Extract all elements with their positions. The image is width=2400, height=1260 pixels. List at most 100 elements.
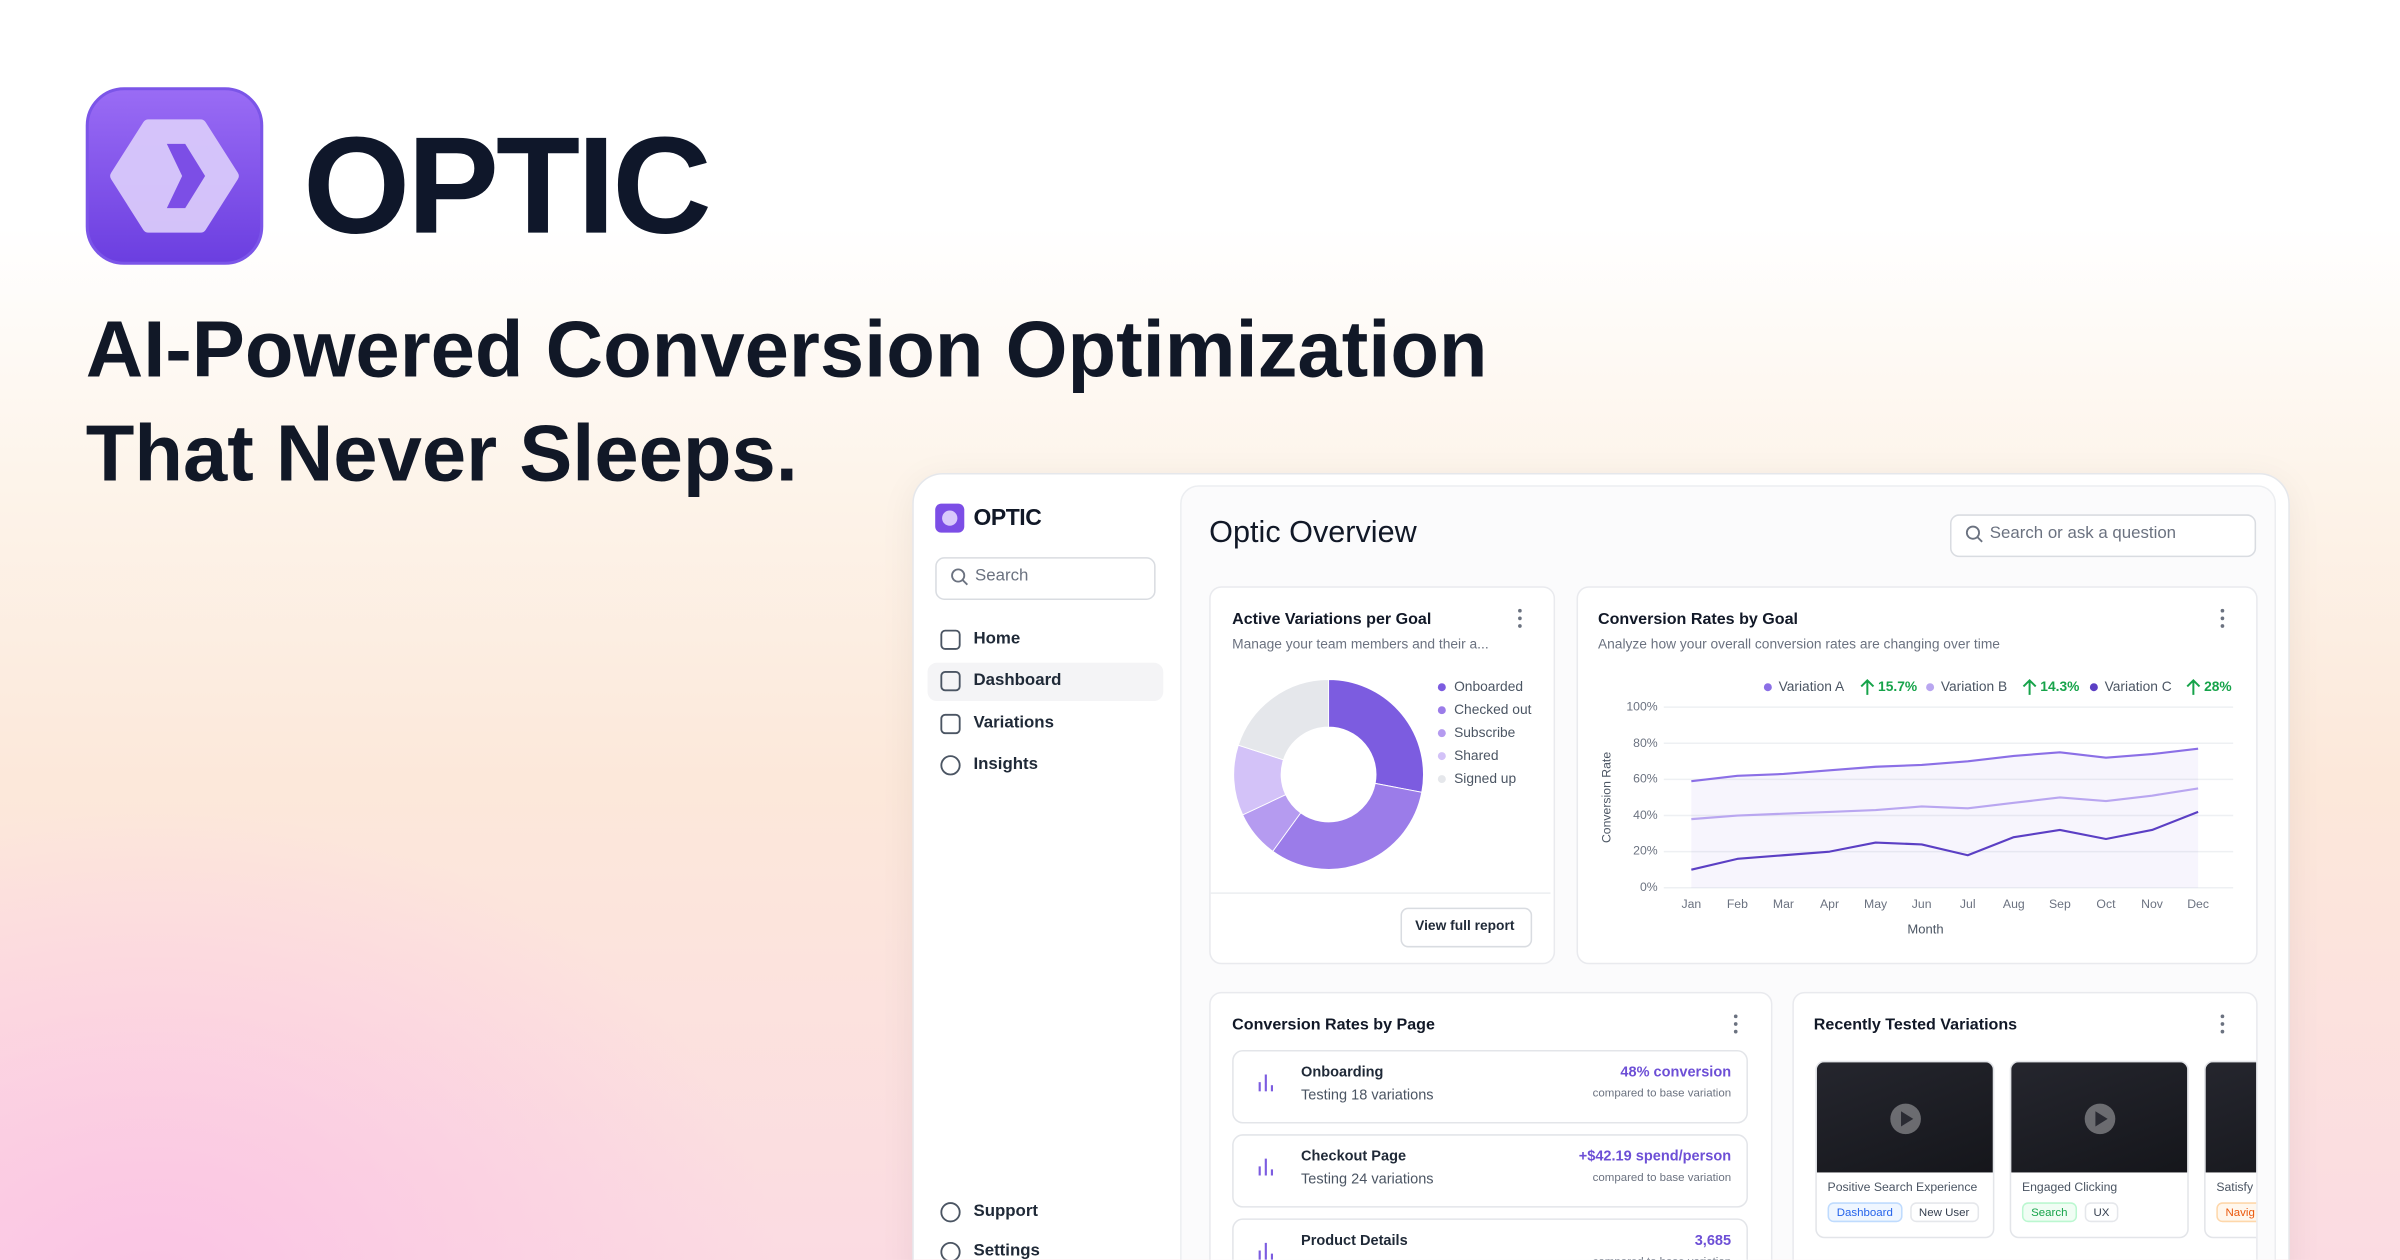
donut-slice bbox=[1328, 679, 1424, 793]
trend-value: 28% bbox=[2204, 678, 2232, 695]
trend-value: 15.7% bbox=[1878, 678, 1918, 695]
row-icon bbox=[1258, 1158, 1274, 1176]
x-tick-label: Jan bbox=[1681, 897, 1702, 912]
y-tick-label: 40% bbox=[1633, 808, 1658, 822]
menu-dot bbox=[2220, 1014, 2225, 1019]
app-logo-icon bbox=[935, 503, 965, 533]
legend-label: Onboarded bbox=[1454, 678, 1524, 695]
trend-value: 14.3% bbox=[2040, 678, 2080, 695]
sidebar-search[interactable] bbox=[935, 557, 1156, 600]
menu-dot bbox=[1733, 1022, 1738, 1026]
legend-swatch bbox=[1437, 706, 1446, 715]
play-icon bbox=[1890, 1103, 1921, 1135]
legend-swatch bbox=[1437, 775, 1446, 784]
card bbox=[1209, 991, 1773, 1260]
arrow-up bbox=[1860, 678, 1875, 695]
main-search-placeholder: Search or ask a question bbox=[1989, 524, 2177, 543]
main-search[interactable] bbox=[1949, 514, 2257, 558]
legend-dot bbox=[1926, 683, 1935, 692]
menu-dot bbox=[1733, 1014, 1738, 1019]
arrow-up bbox=[2022, 678, 2037, 695]
page-row bbox=[1232, 1049, 1748, 1124]
legend-dot bbox=[1437, 752, 1446, 761]
variation-tile[interactable]: Positive Search Experience Dashboard New U… bbox=[1815, 1060, 1995, 1239]
menu-dot bbox=[2220, 608, 2225, 613]
y-tick-label: 80% bbox=[1633, 735, 1658, 750]
variation-tile[interactable]: Satisfy Navig bbox=[2204, 1060, 2257, 1239]
x-tick-label: Dec bbox=[2187, 897, 2209, 912]
nav-item[interactable]: Home bbox=[973, 629, 1021, 649]
nav-icon bbox=[940, 671, 961, 692]
menu-dot bbox=[1518, 608, 1522, 613]
row-icon bbox=[1258, 1074, 1274, 1092]
card-divider bbox=[1210, 892, 1551, 894]
menu-dot bbox=[1518, 624, 1522, 628]
legend-swatch bbox=[1437, 752, 1446, 761]
menu-dot bbox=[2220, 616, 2225, 621]
legend-dot bbox=[1763, 683, 1772, 692]
brand-name: OPTIC bbox=[303, 110, 712, 264]
view-report-button[interactable] bbox=[1400, 907, 1533, 948]
legend-dot bbox=[1437, 729, 1446, 738]
legend-swatch bbox=[1437, 729, 1446, 738]
legend-swatch bbox=[2089, 683, 2098, 692]
trend-arrow bbox=[2186, 678, 2201, 695]
y-tick-label: 60% bbox=[1633, 772, 1658, 786]
variation-title: Satisfy bbox=[2216, 1180, 2254, 1195]
nav-icon bbox=[940, 713, 961, 735]
nav-icon-shape bbox=[940, 1202, 961, 1223]
search-handle bbox=[1976, 536, 1983, 543]
variation-tag: Dashboard bbox=[1827, 1202, 1903, 1223]
legend-label: Variation B bbox=[1940, 678, 2008, 695]
nav-item[interactable]: Variations bbox=[973, 713, 1054, 733]
variation-title: Engaged Clicking bbox=[2021, 1180, 2118, 1195]
x-tick-label: Mar bbox=[1772, 897, 1794, 912]
arrow-up bbox=[2186, 678, 2201, 695]
footer-nav-item[interactable]: Support bbox=[973, 1202, 1039, 1221]
legend-dot bbox=[1437, 706, 1446, 715]
x-tick-label: Aug bbox=[2002, 897, 2025, 912]
row-subtitle: Testing 24 variations bbox=[1301, 1171, 1434, 1189]
nav-icon bbox=[940, 1202, 961, 1223]
menu-icon bbox=[1733, 1014, 1738, 1034]
variation-tag: UX bbox=[2084, 1202, 2119, 1223]
headline-line: AI-Powered Conversion Optimization bbox=[85, 306, 1488, 395]
legend-swatch bbox=[1926, 683, 1935, 692]
row-title: Checkout Page bbox=[1301, 1148, 1407, 1166]
nav-item[interactable]: Insights bbox=[973, 755, 1039, 774]
variation-tag: Search bbox=[2021, 1202, 2077, 1223]
search-glass bbox=[1965, 525, 1980, 540]
variation-thumbnail bbox=[2011, 1062, 2188, 1173]
nav-item[interactable]: Dashboard bbox=[973, 671, 1062, 690]
legend-label: Shared bbox=[1454, 747, 1499, 764]
footer-nav-item[interactable]: Settings bbox=[973, 1241, 1040, 1260]
row-value: 3,685 bbox=[1694, 1232, 1732, 1250]
row-note: compared to base variation bbox=[1592, 1085, 1732, 1100]
y-tick-label: 100% bbox=[1626, 699, 1658, 714]
page-row bbox=[1232, 1218, 1748, 1260]
play-icon bbox=[2084, 1103, 2116, 1135]
menu-dot bbox=[2220, 624, 2225, 628]
variation-tile[interactable]: Engaged Clicking Search UX bbox=[2009, 1060, 2189, 1239]
page-title: Optic Overview bbox=[1209, 515, 1417, 550]
nav-icon-shape bbox=[940, 1241, 961, 1260]
x-tick-label: Oct bbox=[2096, 897, 2116, 912]
nav-icon-shape bbox=[940, 629, 961, 650]
card-title: Conversion Rates by Page bbox=[1232, 1015, 1435, 1035]
view-report-label: View full report bbox=[1415, 917, 1515, 934]
series-line bbox=[1691, 787, 2199, 821]
donut-slice bbox=[1272, 782, 1423, 870]
card: Positive Search Experience Dashboard New U… bbox=[1792, 991, 2258, 1260]
menu-icon bbox=[2220, 608, 2225, 628]
headline-line: That Never Sleeps. bbox=[85, 410, 798, 499]
x-tick-label: Sep bbox=[2048, 897, 2071, 912]
legend-label: Checked out bbox=[1454, 701, 1532, 718]
card-title: Recently Tested Variations bbox=[1813, 1015, 2018, 1035]
nav-icon bbox=[940, 629, 961, 650]
search-icon bbox=[951, 568, 968, 586]
variation-thumbnail bbox=[2205, 1062, 2257, 1173]
page-row bbox=[1232, 1134, 1748, 1208]
row-value: +$42.19 spend/person bbox=[1578, 1148, 1732, 1166]
y-tick-label: 20% bbox=[1633, 844, 1658, 859]
